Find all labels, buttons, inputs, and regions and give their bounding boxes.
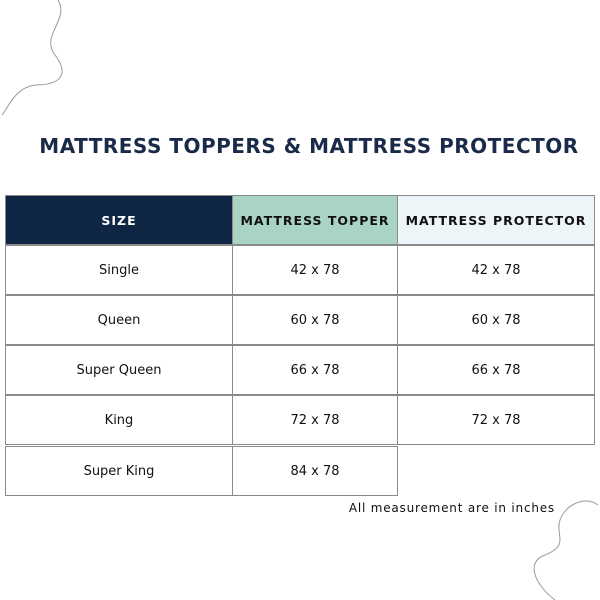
- value-cell: 60 x 78: [397, 295, 595, 345]
- title: MATTRESS TOPPERS & MATTRESS PROTECTOR: [39, 134, 579, 158]
- column-header: SIZE: [5, 195, 233, 245]
- value-cell: 42 x 78: [397, 245, 595, 295]
- squiggle: [533, 500, 599, 600]
- column-header: MATTRESS PROTECTOR: [397, 195, 595, 245]
- value-cell: 72 x 78: [397, 395, 595, 445]
- value-cell: 60 x 78: [232, 295, 398, 345]
- value-cell: 66 x 78: [232, 345, 398, 395]
- value-cell: 72 x 78: [232, 395, 398, 445]
- column-header: MATTRESS TOPPER: [232, 195, 398, 245]
- size-cell: Queen: [5, 295, 233, 345]
- size-cell: King: [5, 395, 233, 445]
- squiggle: [1, 0, 63, 116]
- size-cell: Super Queen: [5, 345, 233, 395]
- size-cell: Super King: [5, 446, 233, 496]
- value-cell: 42 x 78: [232, 245, 398, 295]
- value-cell: 66 x 78: [397, 345, 595, 395]
- value-cell: 84 x 78: [232, 446, 398, 496]
- footnote: All measurement are in inches: [348, 501, 555, 515]
- size-cell: Single: [5, 245, 233, 295]
